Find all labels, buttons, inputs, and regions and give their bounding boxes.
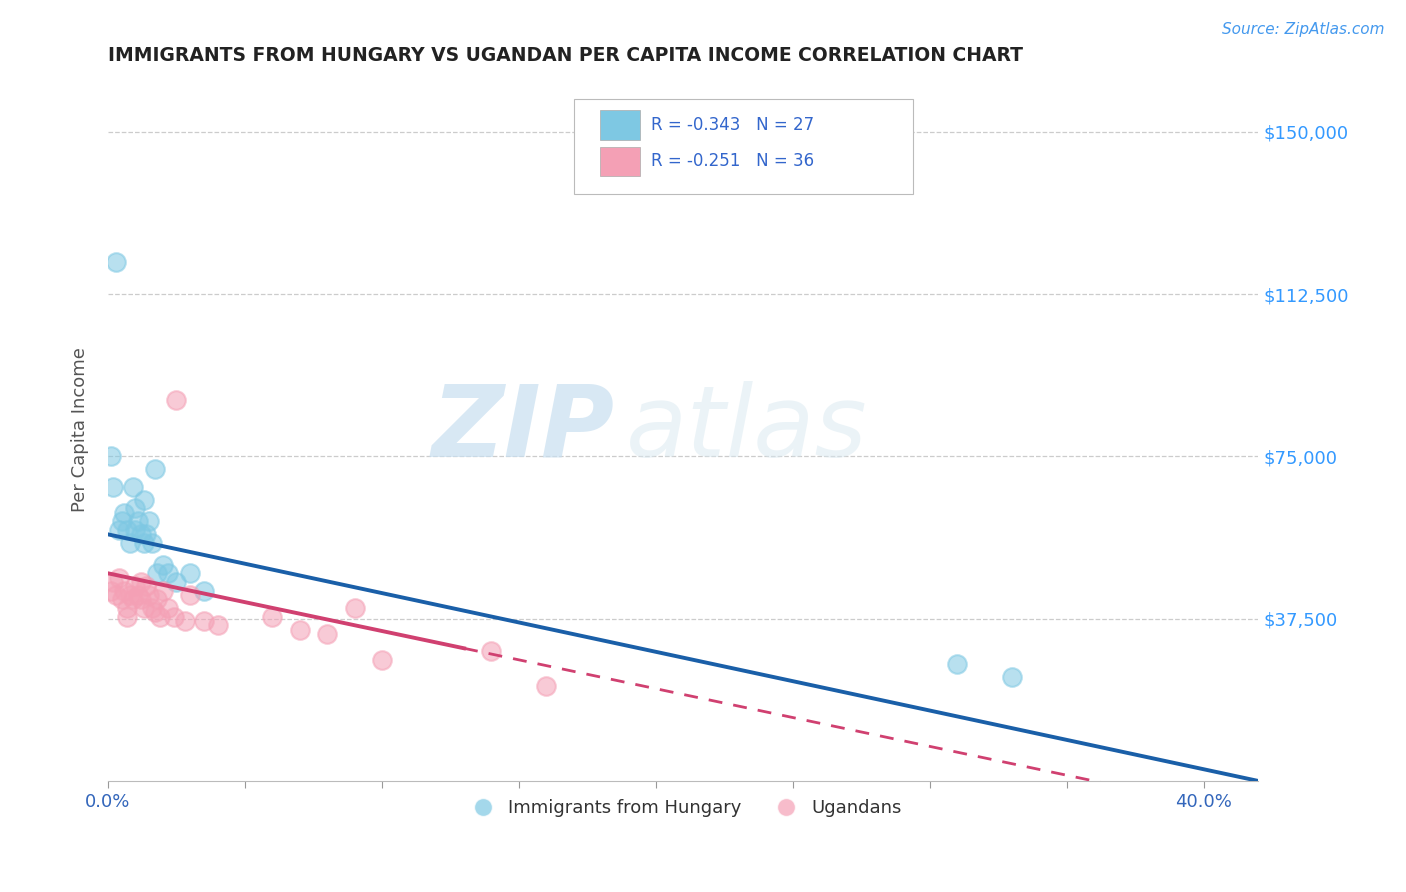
Point [193,614,215,628]
Point [163,609,186,624]
Point [179,588,201,602]
Point [157,601,180,615]
Point [146,566,169,581]
Point [146,592,169,607]
Point [124,579,146,593]
Point [132,536,155,550]
Text: atlas: atlas [626,381,868,478]
Point [152,558,174,572]
Point [536,679,558,693]
Point [166,574,188,589]
Point [118,588,141,602]
Point [143,462,166,476]
Point [121,480,143,494]
Point [111,515,134,529]
Point [129,592,152,607]
Point [108,523,131,537]
Point [371,653,394,667]
Point [135,579,157,593]
Legend: Immigrants from Hungary, Ugandans: Immigrants from Hungary, Ugandans [457,792,910,825]
Point [111,592,134,607]
Point [121,592,143,607]
Text: R = -0.251   N = 36: R = -0.251 N = 36 [651,153,814,170]
Point [1001,670,1024,684]
Point [112,506,135,520]
Point [115,609,138,624]
Point [118,536,141,550]
Point [108,571,131,585]
Point [288,623,311,637]
Point [138,588,160,602]
Point [129,527,152,541]
Point [129,574,152,589]
Point [193,583,215,598]
Point [115,523,138,537]
Point [179,566,201,581]
Point [105,254,128,268]
Y-axis label: Per Capita Income: Per Capita Income [72,347,89,512]
Point [152,583,174,598]
Point [135,527,157,541]
Point [481,644,503,658]
Text: ZIP: ZIP [432,381,614,478]
Point [132,492,155,507]
Point [207,618,229,632]
FancyBboxPatch shape [600,111,640,140]
Text: Source: ZipAtlas.com: Source: ZipAtlas.com [1222,22,1385,37]
Point [143,605,166,619]
Point [141,601,163,615]
Point [103,480,125,494]
Point [138,515,160,529]
Point [100,583,122,598]
Point [173,614,195,628]
Point [105,588,128,602]
Point [124,501,146,516]
Point [127,588,149,602]
Point [127,515,149,529]
FancyBboxPatch shape [600,146,640,176]
Point [103,574,125,589]
Point [124,523,146,537]
Point [262,609,284,624]
Point [166,393,188,408]
Point [115,601,138,615]
Point [157,566,180,581]
Point [946,657,969,672]
Text: R = -0.343   N = 27: R = -0.343 N = 27 [651,116,814,134]
Text: IMMIGRANTS FROM HUNGARY VS UGANDAN PER CAPITA INCOME CORRELATION CHART: IMMIGRANTS FROM HUNGARY VS UGANDAN PER C… [108,46,1024,65]
Point [316,627,339,641]
Point [343,601,366,615]
Point [149,609,172,624]
Point [112,583,135,598]
Point [141,536,163,550]
Point [132,601,155,615]
Point [100,450,122,464]
FancyBboxPatch shape [574,99,914,194]
